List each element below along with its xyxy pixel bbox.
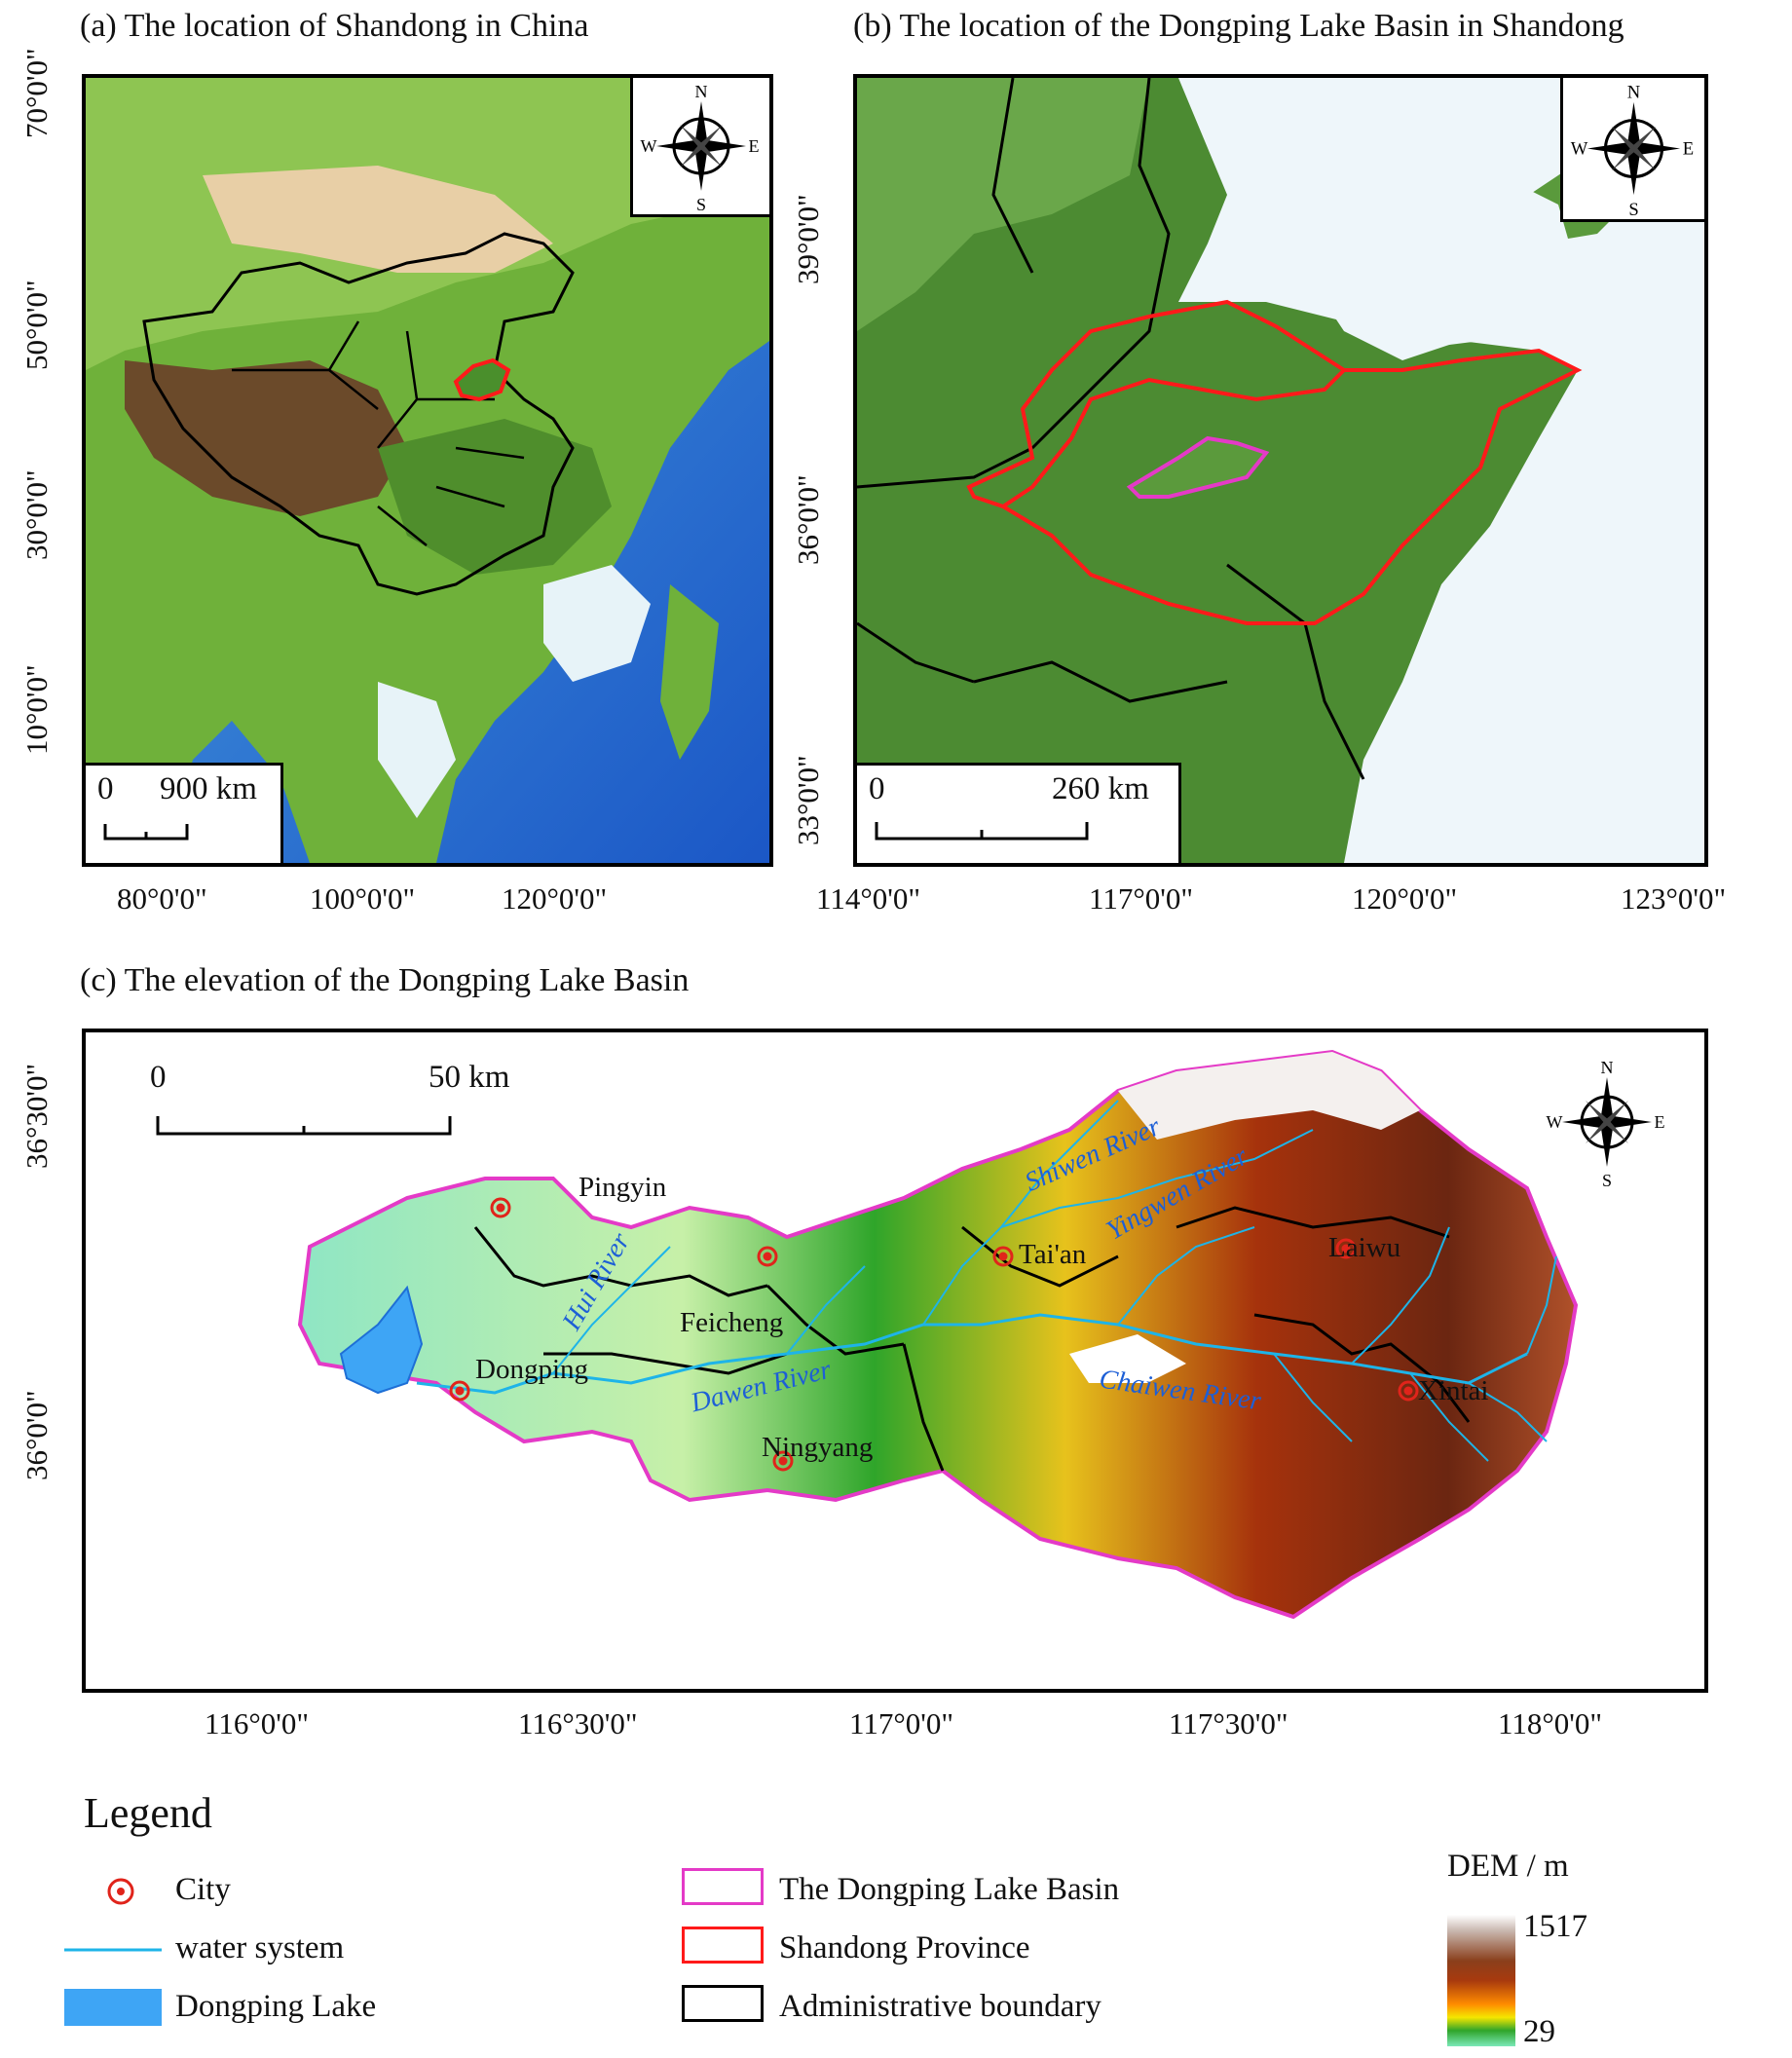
panel-c-title: (c) The elevation of the Dongping Lake B… <box>80 962 690 998</box>
city-marker-dongping <box>449 1380 470 1402</box>
panel-b-y-tick: 33°0'0" <box>791 755 825 845</box>
scale-start: 0 <box>97 771 114 806</box>
panel-b-x-tick: 123°0'0" <box>1621 881 1727 916</box>
compass-s: S <box>1602 1171 1612 1190</box>
panel-a-compass: N S E W <box>630 78 769 217</box>
basin-outline <box>1126 435 1270 499</box>
panel-a-title: (a) The location of Shandong in China <box>80 8 589 44</box>
panel-b-title: (b) The location of the Dongping Lake Ba… <box>853 8 1624 44</box>
city-label: Xintai <box>1418 1375 1489 1406</box>
panel-a-scalebar: 0 900 km <box>86 763 283 863</box>
legend-title: Legend <box>84 1789 212 1837</box>
compass-w: W <box>1547 1112 1563 1132</box>
panel-a-y-tick: 50°0'0" <box>19 280 54 370</box>
panel-b-y-tick: 36°0'0" <box>791 474 825 565</box>
city-marker-xintai <box>1398 1380 1419 1402</box>
shandong-highlight <box>453 357 511 402</box>
panel-b-x-tick: 120°0'0" <box>1352 881 1458 916</box>
dem-min: 29 <box>1523 2014 1555 2049</box>
panel-b-scalebar: 0 260 km <box>857 763 1181 863</box>
compass-e: E <box>1655 1112 1665 1132</box>
city-marker-taian <box>992 1246 1014 1267</box>
panel-c-x-tick: 117°30'0" <box>1169 1706 1288 1740</box>
panel-a-map: N S E W 0 900 km <box>82 74 773 867</box>
legend-basin-label: The Dongping Lake Basin <box>779 1872 1120 1907</box>
scale-end: 50 km <box>429 1060 510 1095</box>
legend-shandong-label: Shandong Province <box>779 1930 1030 1965</box>
city-marker-feicheng <box>757 1246 778 1267</box>
legend-lake-label: Dongping Lake <box>175 1989 377 2024</box>
compass-w: W <box>1571 139 1588 160</box>
panel-c-x-tick: 118°0'0" <box>1498 1706 1602 1740</box>
legend-shandong-swatch <box>682 1927 764 1964</box>
basin-elevation-map <box>297 1049 1579 1620</box>
compass-e: E <box>1683 139 1694 160</box>
dem-title: DEM / m <box>1447 1849 1569 1884</box>
panel-a-x-tick: 100°0'0" <box>310 881 416 916</box>
panel-b-map: N S E W 0 260 km <box>853 74 1708 867</box>
panel-a-x-tick: 80°0'0" <box>117 881 207 916</box>
panel-c-map: Pingyin Tai'an Laiwu Feicheng Dongping N… <box>82 1029 1708 1693</box>
city-marker-pingyin <box>490 1197 511 1218</box>
compass-n: N <box>1601 1058 1614 1077</box>
panel-a-x-tick: 120°0'0" <box>502 881 608 916</box>
city-label: Tai'an <box>1019 1239 1087 1270</box>
city-label: Pingyin <box>579 1172 667 1203</box>
panel-b-x-tick: 114°0'0" <box>816 881 920 916</box>
dongping-lake <box>339 1285 424 1395</box>
city-marker-laiwu <box>1335 1238 1357 1259</box>
compass-s: S <box>1628 200 1638 219</box>
legend-admin-label: Administrative boundary <box>779 1989 1101 2024</box>
legend-basin-swatch <box>682 1868 764 1905</box>
basin-dem-area <box>297 1049 1579 1620</box>
compass-w: W <box>641 136 657 156</box>
legend-lake-swatch <box>64 1989 162 2026</box>
compass-n: N <box>695 82 708 101</box>
scale-start: 0 <box>869 771 885 806</box>
dem-color-ramp <box>1447 1915 1515 2046</box>
city-label: Dongping <box>475 1354 588 1385</box>
scale-end: 900 km <box>160 771 257 806</box>
legend-water-label: water system <box>175 1930 345 1965</box>
compass-n: N <box>1627 83 1641 103</box>
compass-e: E <box>749 136 760 156</box>
city-label: Ningyang <box>762 1432 874 1463</box>
panel-c-scalebar <box>156 1116 452 1136</box>
panel-b-compass: N S E W <box>1560 78 1704 222</box>
legend-water-line <box>64 1948 162 1952</box>
panel-c-y-tick: 36°30'0" <box>19 1063 54 1169</box>
panel-a-y-tick: 70°0'0" <box>19 48 54 138</box>
panel-b-y-tick: 39°0'0" <box>791 194 825 284</box>
city-marker-ningyang <box>772 1450 794 1472</box>
scale-start: 0 <box>150 1060 167 1095</box>
legend-city-icon <box>107 1878 134 1905</box>
panel-c-compass: N S E W <box>1547 1058 1665 1190</box>
panel-a-y-tick: 30°0'0" <box>19 469 54 560</box>
city-label: Feicheng <box>680 1307 784 1338</box>
panel-c-x-tick: 116°0'0" <box>205 1706 309 1740</box>
compass-s: S <box>696 195 706 214</box>
legend-admin-swatch <box>682 1985 764 2022</box>
shandong-outline <box>966 299 1583 625</box>
panel-c-x-tick: 117°0'0" <box>849 1706 953 1740</box>
panel-b-x-tick: 117°0'0" <box>1089 881 1193 916</box>
scale-end: 260 km <box>1052 771 1149 806</box>
legend-city-label: City <box>175 1872 231 1907</box>
panel-c-x-tick: 116°30'0" <box>518 1706 638 1740</box>
dem-max: 1517 <box>1523 1909 1587 1944</box>
panel-a-y-tick: 10°0'0" <box>19 664 54 755</box>
panel-c-y-tick: 36°0'0" <box>19 1390 54 1480</box>
city-label: Laiwu <box>1328 1232 1401 1263</box>
